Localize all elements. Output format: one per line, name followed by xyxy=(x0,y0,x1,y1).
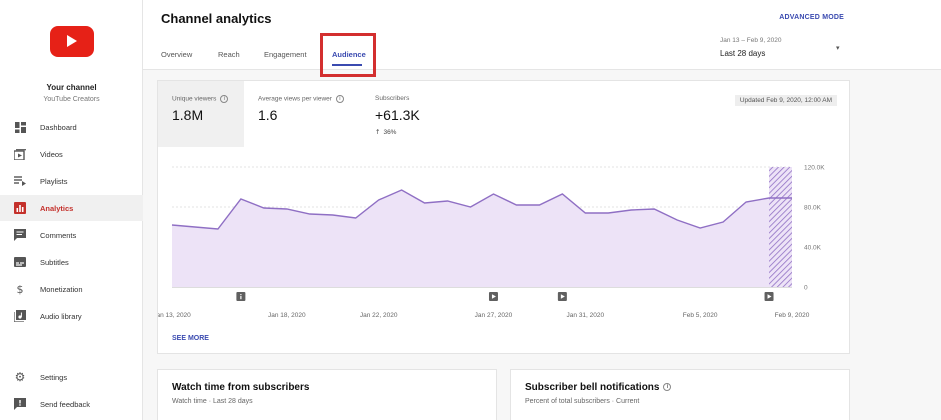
sidebar-item-playlists[interactable]: Playlists xyxy=(0,168,143,194)
analytics-icon xyxy=(14,202,26,214)
card-title: Subscriber bell notifications xyxy=(525,382,660,393)
y-tick-label: 120.0K xyxy=(804,165,825,172)
info-icon[interactable]: i xyxy=(335,95,344,103)
video-marker[interactable] xyxy=(557,292,567,301)
updated-badge: Updated Feb 9, 2020, 12:00 AM xyxy=(734,95,837,106)
sidebar-item-label: Subtitles xyxy=(40,257,69,267)
dashboard-icon xyxy=(14,121,26,133)
series-line xyxy=(171,189,792,230)
tab-engagement[interactable]: Engagement xyxy=(264,50,307,59)
sidebar-item-label: Videos xyxy=(40,149,63,159)
videos-icon xyxy=(14,148,26,160)
comments-icon xyxy=(14,229,26,241)
see-more-link[interactable]: SEE MORE xyxy=(172,335,209,342)
sidebar-item-monetization[interactable]: $ Monetization xyxy=(0,276,143,302)
card-title: Watch time from subscribers xyxy=(172,382,310,393)
sidebar-item-label: Comments xyxy=(40,230,77,240)
audio-library-icon xyxy=(14,310,26,322)
sidebar-item-send-feedback[interactable]: Send feedback xyxy=(0,391,143,417)
card-subscriber-bell-notifications[interactable]: Subscriber bell notifications i Percent o… xyxy=(510,369,850,420)
metric-unique-viewers[interactable]: Unique viewers i 1.8M xyxy=(158,81,244,147)
metric-value: +61.3K xyxy=(375,107,420,123)
metric-value: 1.8M xyxy=(172,107,204,123)
metric-avg-views-per-viewer[interactable]: Average views per viewer i 1.6 xyxy=(244,81,362,147)
metric-value: 1.6 xyxy=(258,107,278,123)
arrow-up-icon: ↑ xyxy=(375,128,381,136)
card-watch-time-subscribers[interactable]: Watch time from subscribers Watch time ·… xyxy=(157,369,497,420)
x-tick-label: Jan 27, 2020 xyxy=(475,312,513,319)
x-tick-label: Feb 9, 2020 xyxy=(775,312,810,319)
channel-avatar[interactable] xyxy=(50,26,94,57)
page-title: Channel analytics xyxy=(161,11,272,26)
tab-reach[interactable]: Reach xyxy=(218,50,240,59)
metric-label: Subscribers xyxy=(375,95,410,102)
sidebar-item-label: Analytics xyxy=(40,203,74,213)
sidebar-item-label: Playlists xyxy=(40,176,68,186)
sidebar: Your channel YouTube Creators Dashboard … xyxy=(0,0,143,420)
date-range-text: Jan 13 – Feb 9, 2020 xyxy=(720,37,782,44)
sidebar-item-subtitles[interactable]: Subtitles xyxy=(0,249,143,275)
channel-name: Your channel xyxy=(46,83,97,92)
sidebar-item-audio-library[interactable]: Audio library xyxy=(0,303,143,329)
info-icon[interactable]: i xyxy=(663,383,672,392)
highlight-annotation xyxy=(320,33,376,77)
sidebar-item-label: Monetization xyxy=(40,284,83,294)
sidebar-item-comments[interactable]: Comments xyxy=(0,222,143,248)
y-tick-label: 80.0K xyxy=(804,205,822,212)
page-header xyxy=(143,0,941,70)
x-tick-label: Feb 5, 2020 xyxy=(683,312,718,319)
date-range-selector[interactable]: Last 28 days xyxy=(720,49,766,58)
metric-label: Unique viewers xyxy=(172,95,217,103)
area-fill xyxy=(172,190,792,287)
play-icon xyxy=(67,35,77,47)
video-marker[interactable] xyxy=(764,292,774,301)
audience-overview-card: Unique viewers i 1.8M Average views per v… xyxy=(157,80,850,354)
video-marker[interactable] xyxy=(488,292,498,301)
partial-data-region xyxy=(769,167,792,287)
info-marker[interactable] xyxy=(236,292,246,301)
y-tick-label: 0 xyxy=(804,285,808,292)
main-content: Channel analytics ADVANCED MODE Overview… xyxy=(143,0,941,420)
playlists-icon xyxy=(14,175,26,187)
y-tick-label: 40.0K xyxy=(804,245,822,252)
metric-label: Average views per viewer xyxy=(258,95,332,103)
info-icon[interactable]: i xyxy=(220,95,229,103)
x-tick-label: Jan 22, 2020 xyxy=(360,312,398,319)
chevron-down-icon[interactable]: ▾ xyxy=(836,45,840,52)
dollar-icon: $ xyxy=(16,282,24,296)
feedback-icon xyxy=(14,398,26,410)
audience-chart[interactable]: 0 40.0K 80.0K 120.0K Jan 13, 2020 Jan 18, 202… xyxy=(158,159,848,321)
sidebar-item-analytics[interactable]: Analytics xyxy=(0,195,143,221)
sidebar-item-settings[interactable]: ⚙ Settings xyxy=(0,364,143,390)
channel-subtitle: YouTube Creators xyxy=(43,96,100,103)
card-subtitle: Watch time · Last 28 days xyxy=(172,398,253,405)
tab-overview[interactable]: Overview xyxy=(161,50,193,59)
x-tick-label: Jan 13, 2020 xyxy=(158,312,191,319)
sidebar-item-videos[interactable]: Videos xyxy=(0,141,143,167)
metric-subscribers[interactable]: Subscribers +61.3K ↑ 36% xyxy=(362,81,472,147)
sidebar-item-dashboard[interactable]: Dashboard xyxy=(0,114,143,140)
subtitles-icon xyxy=(14,256,26,268)
x-tick-label: Jan 31, 2020 xyxy=(567,312,605,319)
sidebar-item-label: Dashboard xyxy=(40,122,77,132)
active-tab-indicator xyxy=(332,64,362,66)
x-tick-label: Jan 18, 2020 xyxy=(268,312,306,319)
sidebar-item-label: Settings xyxy=(40,372,68,382)
sidebar-item-label: Audio library xyxy=(40,311,82,321)
gear-icon: ⚙ xyxy=(14,370,26,384)
advanced-mode-button[interactable]: ADVANCED MODE xyxy=(779,14,844,21)
card-subtitle: Percent of total subscribers · Current xyxy=(525,398,640,405)
sidebar-item-label: Send feedback xyxy=(40,399,91,409)
metric-change: 36% xyxy=(383,129,397,136)
tab-audience[interactable]: Audience xyxy=(332,50,366,59)
